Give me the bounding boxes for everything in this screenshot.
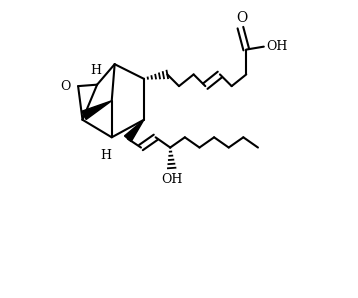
Text: H: H (100, 149, 111, 162)
Text: O: O (236, 11, 247, 25)
Polygon shape (82, 101, 112, 119)
Text: OH: OH (161, 173, 182, 186)
Text: O: O (61, 80, 71, 93)
Polygon shape (125, 120, 144, 142)
Text: OH: OH (266, 40, 287, 53)
Text: H: H (90, 64, 101, 77)
